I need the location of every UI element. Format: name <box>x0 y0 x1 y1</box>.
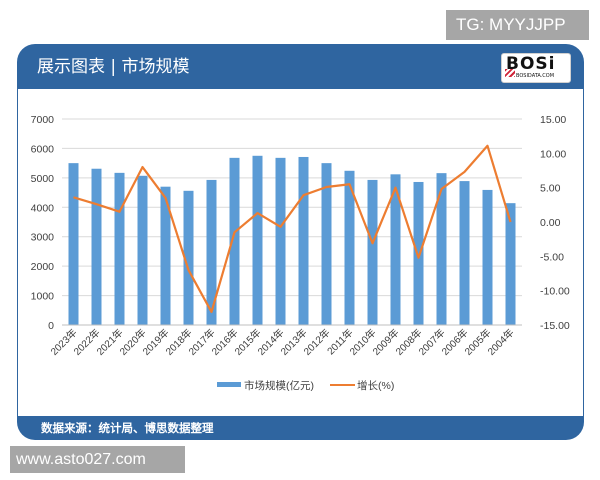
right-axis-tick: 10.00 <box>540 148 566 160</box>
bar-market-size <box>482 189 493 325</box>
bar-market-size <box>459 181 470 325</box>
panel-title: 展示图表 | 市场规模 <box>37 57 190 77</box>
right-axis-tick: -15.00 <box>540 320 570 332</box>
bar-market-size <box>206 179 217 325</box>
logo-sub-text: BOSIDATA.COM <box>516 73 555 79</box>
right-axis-tick: -5.00 <box>540 251 564 263</box>
bar-market-size <box>413 181 424 325</box>
growth-line <box>73 144 512 314</box>
bar-market-size <box>367 179 378 325</box>
data-source-footer: 数据来源：统计局、博思数据整理 <box>41 421 214 435</box>
left-axis-tick: 3000 <box>31 232 55 244</box>
url-watermark-label: www.asto027.com <box>10 446 185 473</box>
bosi-logo: BOSi BOSIDATA.COM <box>501 53 571 83</box>
left-axis-tick: 6000 <box>31 143 55 155</box>
x-axis-label: 2004年 <box>485 326 517 358</box>
right-axis-tick: 15.00 <box>540 114 566 126</box>
tg-watermark-label: TG: MYYJJPP <box>446 10 589 40</box>
logo-stripe-icon <box>505 69 515 77</box>
bar-market-size <box>160 186 171 325</box>
bar-market-size <box>390 174 401 325</box>
legend-bar-label: 市场规模(亿元) <box>244 379 314 392</box>
legend-bar-swatch-icon <box>217 382 241 387</box>
chart-panel: 展示图表 | 市场规模 BOSi BOSIDATA.COM 0 1000 2000 3… <box>17 44 584 440</box>
bar-market-size <box>252 155 263 325</box>
left-axis-tick: 4000 <box>31 202 55 214</box>
bar-market-size <box>436 173 447 325</box>
logo-main-text: BOSi <box>506 54 556 74</box>
bar-market-size <box>68 163 79 325</box>
left-axis-tick: 0 <box>48 320 54 332</box>
bar-market-size <box>114 172 125 325</box>
bar-market-size <box>321 163 332 325</box>
bar-market-size <box>298 156 309 325</box>
left-axis-tick: 1000 <box>31 291 55 303</box>
bar-market-size <box>229 157 240 325</box>
right-axis-tick: 5.00 <box>540 183 561 195</box>
left-axis-tick: 7000 <box>31 114 55 126</box>
bar-market-size <box>275 157 286 325</box>
bar-market-size <box>344 170 355 325</box>
left-axis-tick: 2000 <box>31 261 55 273</box>
bar-market-size <box>137 175 148 325</box>
right-axis-tick: -10.00 <box>540 286 570 298</box>
combo-chart: 0 1000 2000 3000 4000 5000 6000 7000 -15.00 -10.0… <box>31 114 570 392</box>
right-axis-tick: 0.00 <box>540 217 561 229</box>
legend-line-label: 增长(%) <box>357 379 394 392</box>
bar-market-size <box>183 190 194 325</box>
bar-market-size <box>91 168 102 325</box>
bar-market-size <box>505 203 516 325</box>
chart-area: 0 1000 2000 3000 4000 5000 6000 7000 -15.00 -10.0… <box>18 89 583 416</box>
left-axis-tick: 5000 <box>31 173 55 185</box>
